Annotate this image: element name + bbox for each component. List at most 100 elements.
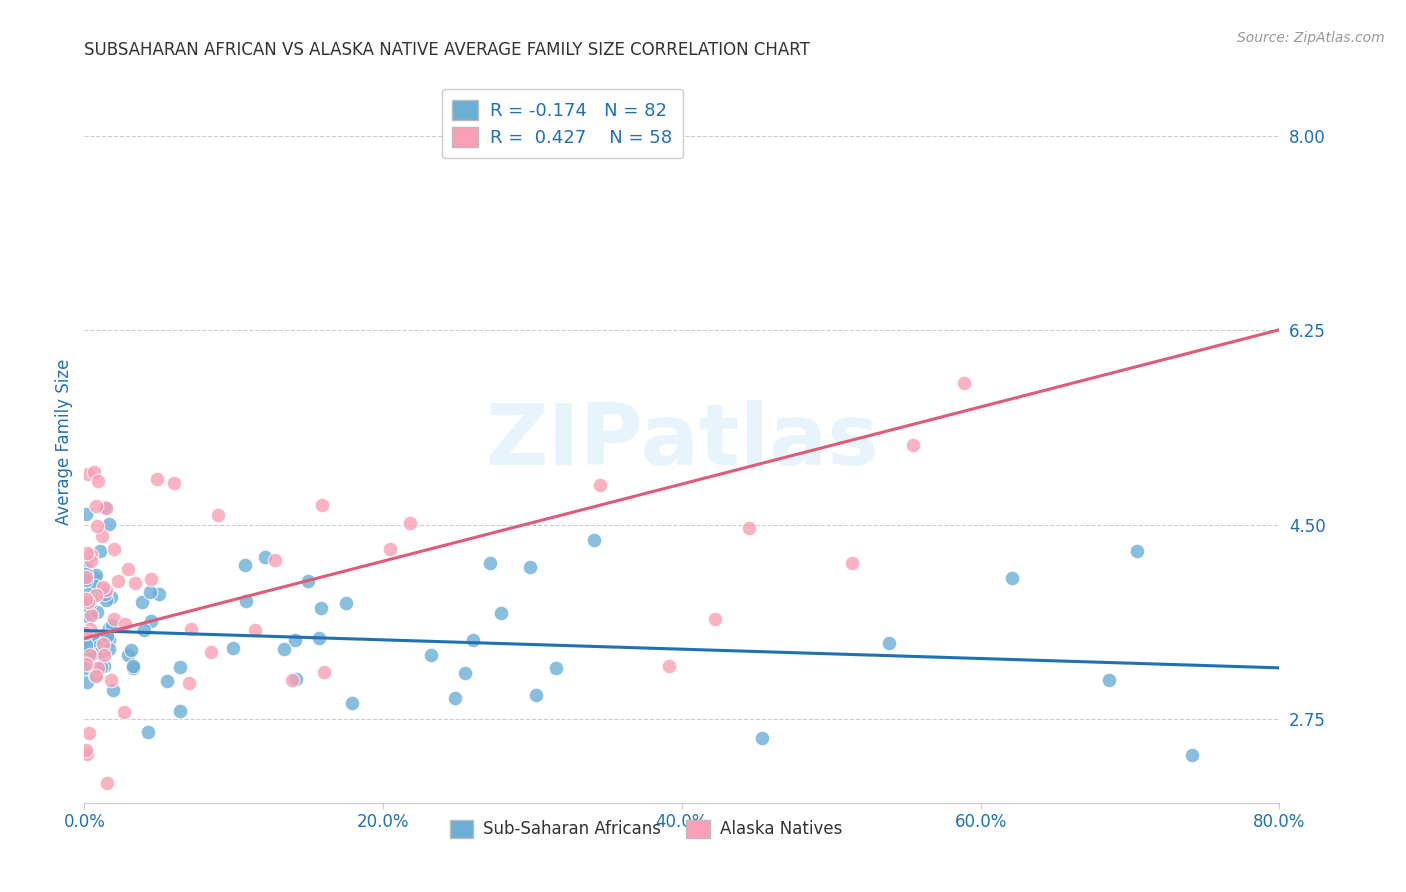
Point [107,574,129,588]
Point [76,747,98,761]
Point [1180,748,1202,763]
Point [124,576,146,591]
Point [138,584,160,599]
Point [877,635,900,649]
Point [378,541,401,556]
Point [311,498,333,512]
Point [139,614,162,628]
Point [79,648,101,663]
Point [101,618,124,632]
Point [91,580,114,594]
Point [136,725,159,739]
Point [131,595,153,609]
Point [75,591,97,606]
Point [93,659,115,673]
Point [77,467,100,481]
Point [398,516,420,531]
Point [103,541,125,556]
Point [1098,673,1121,687]
Point [77,646,100,660]
Point [658,658,681,673]
Point [94,592,117,607]
Point [76,674,98,689]
Point [76,546,98,560]
Point [94,582,117,597]
Point [177,676,200,690]
Point [79,596,101,610]
Point [83,570,105,584]
Point [103,612,125,626]
Point [86,519,108,533]
Point [156,674,179,689]
Point [163,475,186,490]
Point [704,612,727,626]
Point [75,660,97,674]
Point [75,570,97,584]
Point [952,376,974,390]
Point [87,474,110,488]
Point [146,472,169,486]
Point [86,605,108,619]
Point [75,555,97,569]
Point [84,579,107,593]
Point [253,550,276,565]
Point [312,665,335,679]
Point [89,646,111,660]
Point [75,573,97,587]
Point [94,501,117,516]
Point [420,648,443,662]
Point [87,661,110,675]
Point [89,544,111,558]
Point [285,672,308,686]
Point [94,587,117,601]
Point [112,706,135,720]
Point [901,438,924,452]
Point [101,683,124,698]
Point [75,638,97,652]
Point [200,645,222,659]
Point [79,592,101,607]
Point [1126,544,1149,558]
Point [96,776,118,790]
Point [79,576,101,591]
Point [80,548,103,562]
Point [80,554,103,568]
Point [297,574,319,588]
Point [122,661,145,675]
Point [84,668,107,682]
Point [180,622,202,636]
Point [308,631,330,645]
Point [235,594,257,608]
Point [75,507,97,521]
Point [589,478,612,492]
Point [169,660,191,674]
Point [524,688,547,702]
Point [342,697,364,711]
Point [84,669,107,683]
Point [461,633,484,648]
Point [207,508,229,522]
Point [84,567,107,582]
Point [582,533,605,547]
Point [77,586,100,600]
Point [1001,571,1024,585]
Point [91,529,114,543]
Point [75,626,97,640]
Point [233,558,256,573]
Point [841,557,863,571]
Point [77,726,100,740]
Point [100,673,122,687]
Y-axis label: Average Family Size: Average Family Size [55,359,73,524]
Point [335,596,357,610]
Point [444,690,467,705]
Point [90,588,112,602]
Point [98,633,121,648]
Point [90,660,112,674]
Point [169,704,191,718]
Point [80,607,103,622]
Point [148,587,170,601]
Point [243,623,266,637]
Point [91,637,114,651]
Point [284,633,307,648]
Point [264,552,287,566]
